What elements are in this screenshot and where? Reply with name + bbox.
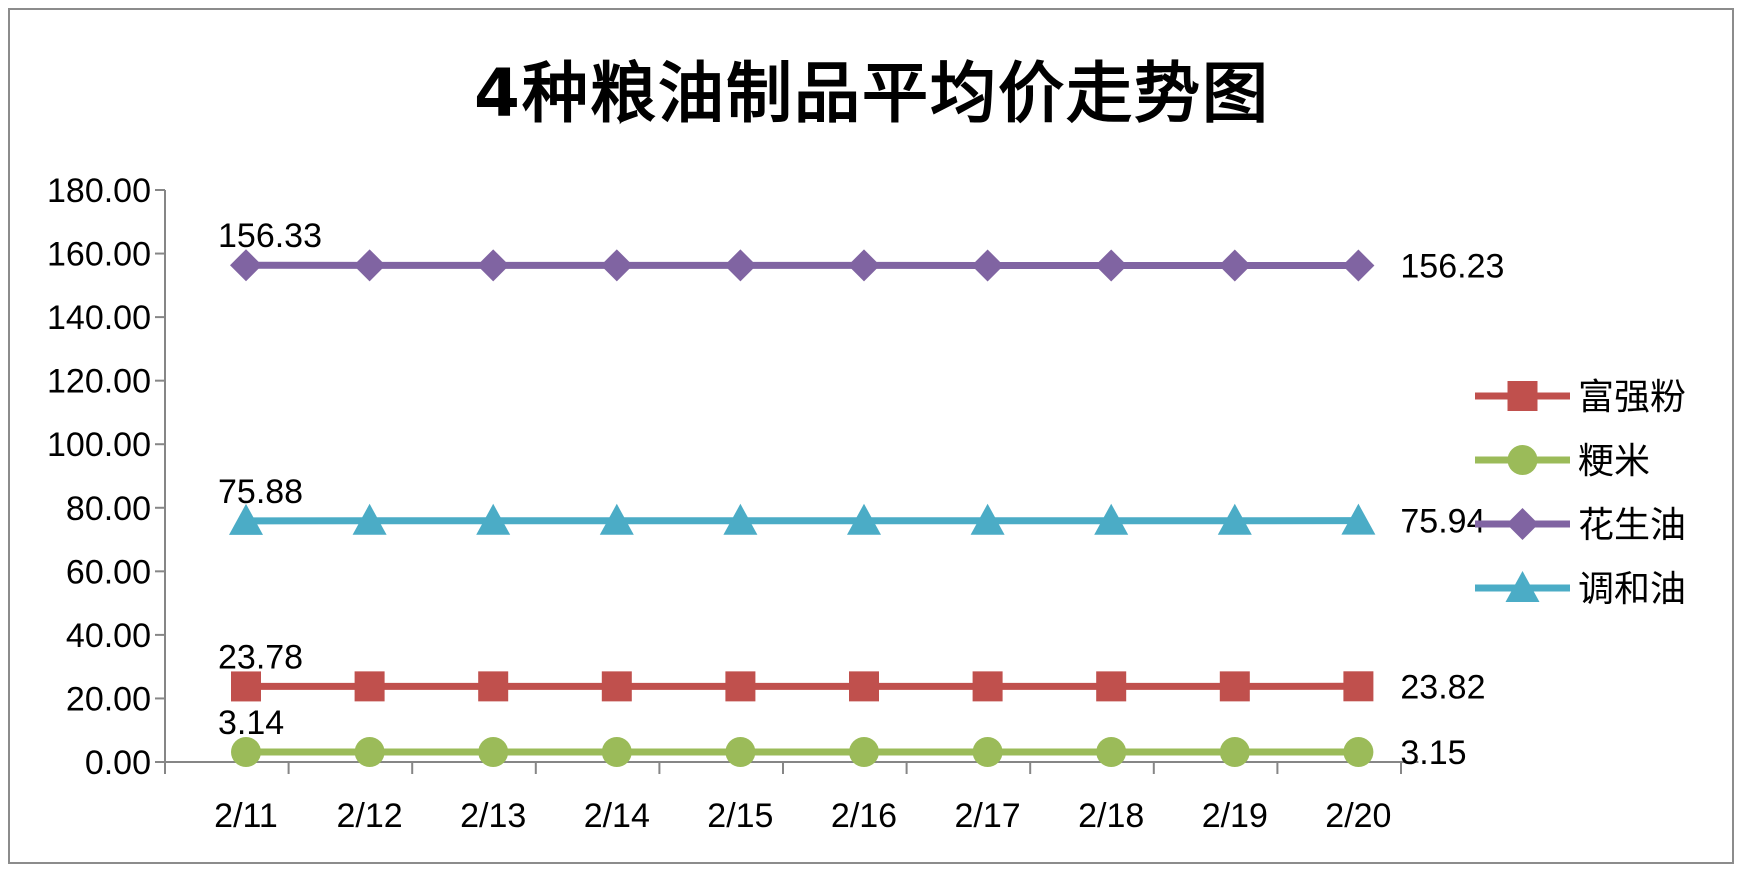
- legend-marker: [1507, 445, 1538, 475]
- x-tick-label: 2/18: [1078, 797, 1144, 835]
- x-tick-label: 2/11: [214, 797, 278, 835]
- legend-label: 花生油: [1578, 505, 1686, 546]
- data-point: [477, 249, 510, 282]
- data-point: [1096, 736, 1127, 767]
- data-point: [230, 249, 262, 282]
- legend-label: 富强粉: [1578, 377, 1686, 418]
- data-point: [231, 737, 261, 768]
- y-tick-label: 140.00: [47, 299, 151, 337]
- data-point: [1343, 736, 1374, 767]
- data-point: [972, 671, 1003, 702]
- data-point: [599, 503, 634, 535]
- y-tick-label: 60.00: [66, 553, 151, 591]
- data-point: [601, 671, 632, 702]
- chart-frame: [8, 8, 1734, 864]
- data-label-start: 156.33: [218, 217, 322, 255]
- data-point: [354, 671, 385, 702]
- y-tick-label: 20.00: [66, 680, 151, 718]
- data-label-end: 23.82: [1400, 668, 1485, 706]
- data-point: [600, 249, 633, 282]
- data-point: [229, 503, 263, 535]
- data-point: [971, 249, 1004, 282]
- data-point: [970, 503, 1005, 535]
- data-point: [724, 249, 757, 282]
- y-tick-label: 40.00: [66, 617, 151, 655]
- data-point: [849, 671, 879, 702]
- legend-marker: [1506, 508, 1539, 540]
- data-point: [478, 737, 509, 768]
- data-point: [849, 736, 879, 767]
- data-label-start: 75.88: [218, 473, 303, 511]
- data-point: [354, 737, 385, 768]
- data-point: [1095, 249, 1128, 282]
- data-point: [1219, 671, 1250, 702]
- data-point: [231, 671, 261, 702]
- y-tick-label: 0.00: [85, 744, 151, 782]
- x-tick-label: 2/12: [337, 797, 403, 835]
- x-tick-label: 2/19: [1202, 797, 1268, 835]
- x-tick-label: 2/15: [707, 797, 773, 835]
- data-label-start: 23.78: [218, 638, 303, 676]
- legend-label: 调和油: [1578, 569, 1686, 610]
- data-point: [353, 249, 386, 282]
- data-point: [352, 503, 387, 535]
- data-point: [725, 671, 756, 702]
- data-point: [478, 671, 509, 702]
- x-tick-label: 2/14: [584, 797, 650, 835]
- data-point: [972, 736, 1003, 767]
- x-tick-label: 2/16: [831, 797, 897, 835]
- legend-label: 粳米: [1578, 441, 1650, 482]
- data-point: [1341, 503, 1376, 535]
- data-point: [847, 503, 881, 535]
- data-point: [1094, 503, 1129, 535]
- data-label-start: 3.14: [218, 704, 284, 742]
- x-tick-label: 2/17: [955, 797, 1021, 835]
- chart-title: 4种粮油制品平均价走势图: [474, 55, 1270, 132]
- data-point: [1218, 249, 1251, 282]
- legend-marker: [1507, 381, 1538, 411]
- y-tick-label: 80.00: [66, 490, 151, 528]
- data-point: [601, 737, 632, 768]
- data-point: [848, 249, 880, 282]
- data-point: [1219, 736, 1250, 767]
- data-label-end: 156.23: [1400, 248, 1504, 286]
- data-point: [725, 736, 756, 767]
- data-label-end: 3.15: [1400, 734, 1466, 772]
- data-point: [1343, 671, 1374, 702]
- y-tick-label: 100.00: [47, 426, 151, 464]
- x-tick-label: 2/20: [1325, 797, 1391, 835]
- data-point: [1096, 671, 1127, 702]
- y-tick-label: 120.00: [47, 363, 151, 401]
- data-point: [1217, 503, 1252, 535]
- y-tick-label: 180.00: [47, 172, 151, 210]
- x-tick-label: 2/13: [460, 797, 526, 835]
- legend-marker: [1505, 571, 1540, 602]
- data-point: [1342, 249, 1375, 282]
- data-label-end: 75.94: [1400, 503, 1485, 541]
- y-tick-label: 160.00: [47, 236, 151, 274]
- data-point: [723, 503, 758, 535]
- data-point: [476, 503, 511, 535]
